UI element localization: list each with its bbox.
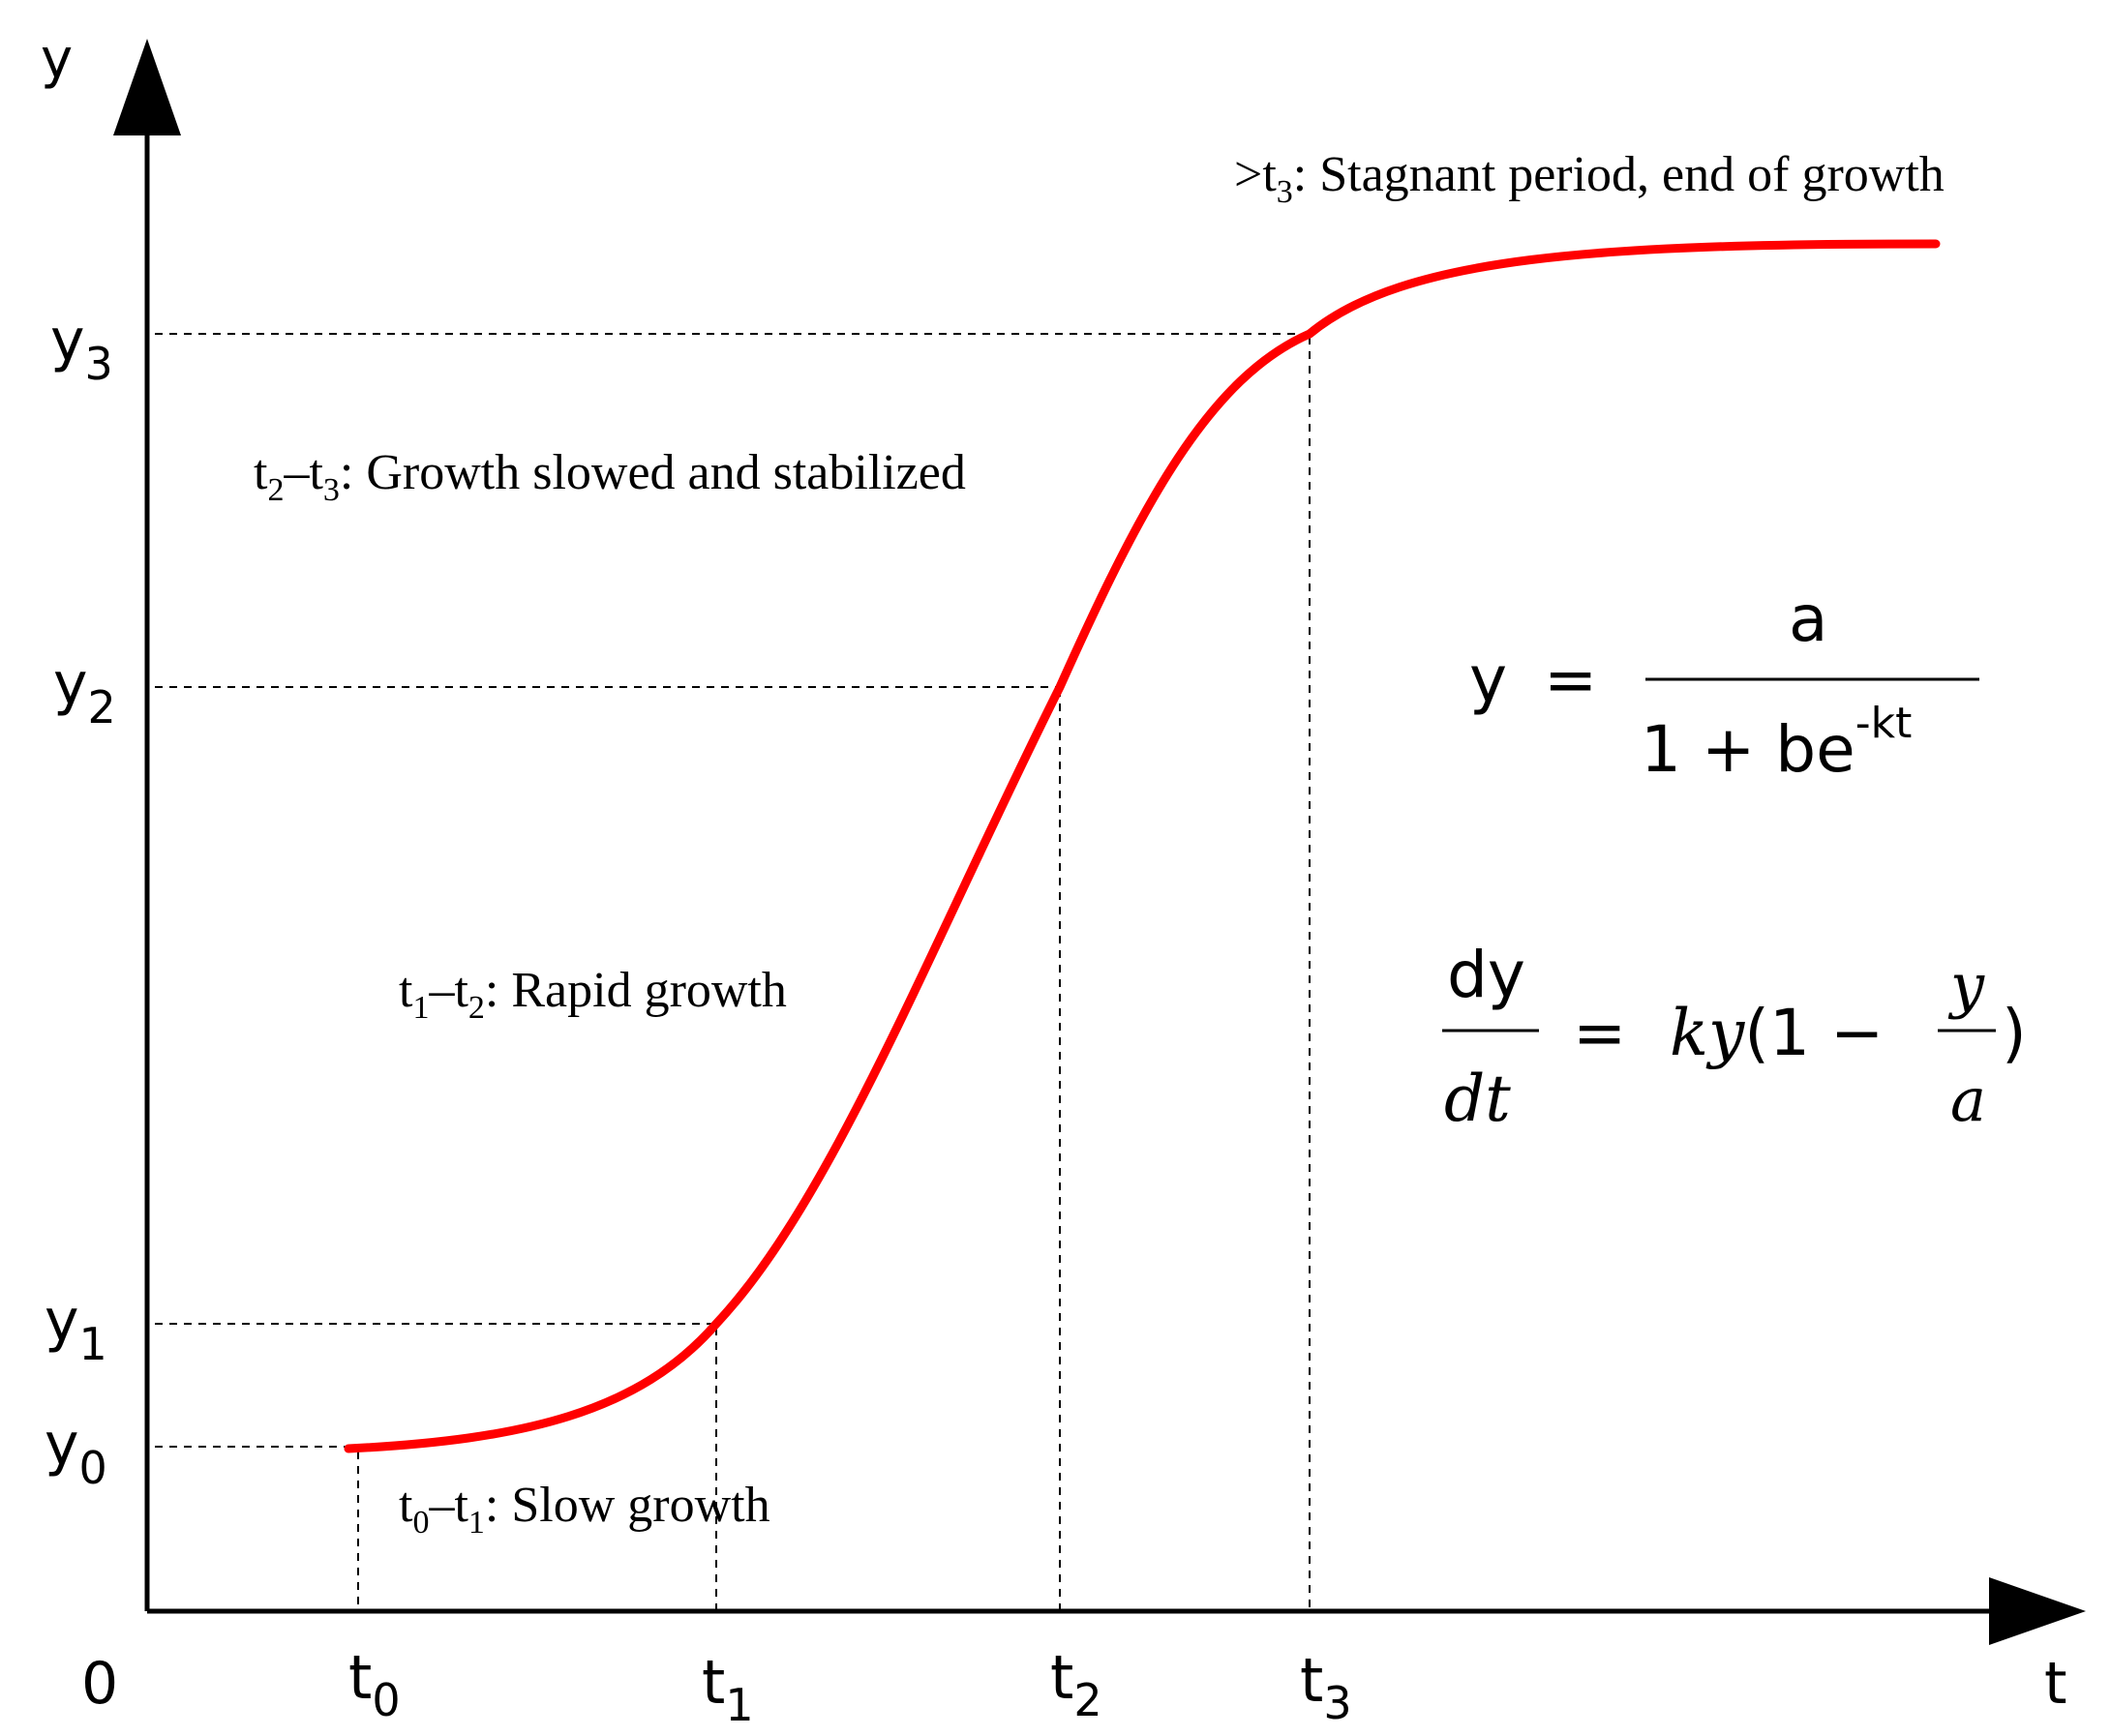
x-tick-label-t0: t0 — [348, 1642, 401, 1726]
logistic-lhs: y — [1469, 643, 1507, 717]
diff-inner-numerator: y — [1947, 950, 1985, 1021]
y-tick-label-y1: y1 — [45, 1287, 107, 1370]
diff-close-paren: ) — [2002, 996, 2027, 1070]
diff-inner-denominator: a — [1950, 1064, 1986, 1135]
diff-equals: = — [1573, 996, 1626, 1070]
diff-numerator: dy — [1447, 938, 1525, 1012]
y-tick-label-y2: y2 — [53, 650, 116, 733]
logistic-denominator: 1 + be-kt — [1641, 699, 1912, 787]
y-tick-label-y0: y0 — [45, 1411, 107, 1494]
phase-stagnant-label: >t3: Stagnant period, end of growth — [1234, 147, 1945, 210]
x-tick-label-t3: t3 — [1300, 1645, 1352, 1729]
phase-slowed-label: t2–t3: Growth slowed and stabilized — [254, 445, 966, 508]
diff-denominator: dt — [1444, 1062, 1511, 1136]
y-axis-label: y — [41, 28, 73, 91]
logistic-curve — [344, 239, 1941, 1453]
differential-equation: dy dt = ky(1 − y a ) — [1442, 938, 2027, 1136]
x-tick-label-t2: t2 — [1050, 1642, 1102, 1726]
logistic-numerator: a — [1789, 582, 1827, 656]
diff-rhs: ky(1 − — [1670, 996, 1884, 1070]
origin-label: 0 — [81, 1650, 118, 1718]
phase-slow-label: t0–t1: Slow growth — [399, 1478, 770, 1541]
x-tick-label-t1: t1 — [702, 1647, 754, 1731]
y-tick-label-y3: y3 — [50, 307, 113, 390]
x-axis-label: t — [2044, 1650, 2067, 1718]
guide-lines — [155, 333, 1311, 1611]
logistic-equation: y = a 1 + be-kt — [1469, 582, 1979, 787]
logistic-equals: = — [1544, 643, 1597, 717]
phase-rapid-label: t1–t2: Rapid growth — [399, 963, 787, 1026]
